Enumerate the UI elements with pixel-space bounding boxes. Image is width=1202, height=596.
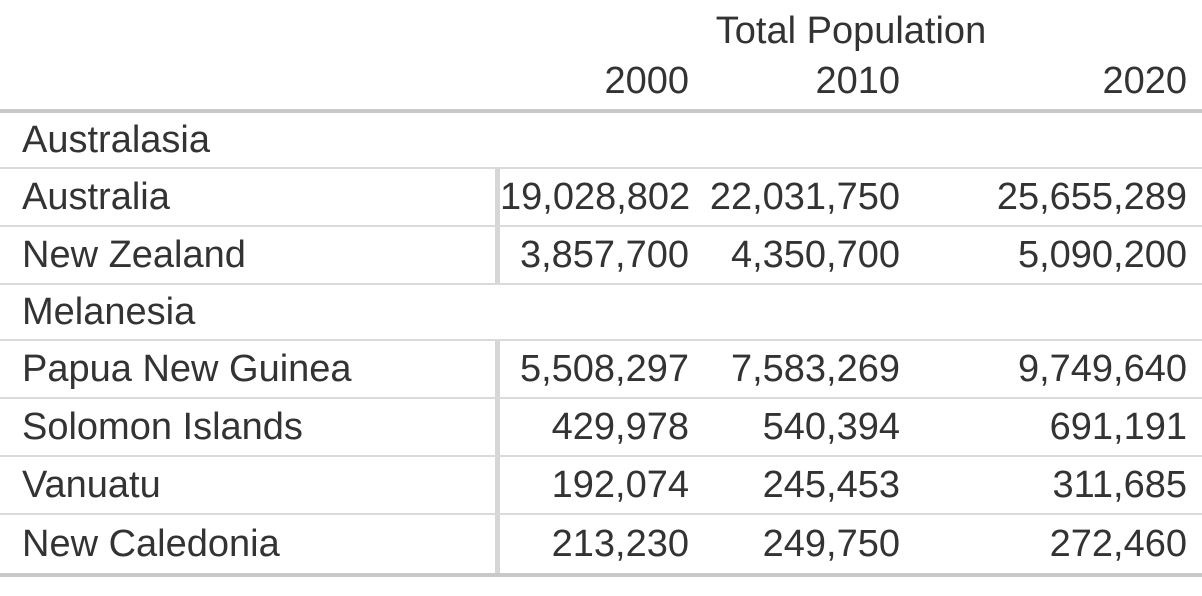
table-row-new-caledonia: New Caledonia 213,230 249,750 272,460 (0, 515, 1202, 573)
country-name-cell: Solomon Islands (0, 399, 500, 455)
table-row-papua-new-guinea: Papua New Guinea 5,508,297 7,583,269 9,7… (0, 341, 1202, 399)
population-value-2010: 540,394 (762, 405, 900, 448)
country-name-cell: Australia (0, 169, 500, 225)
country-name-cell: New Zealand (0, 227, 500, 283)
population-value-2000: 5,508,297 (519, 347, 689, 390)
population-value-2000: 19,028,802 (500, 175, 691, 218)
section-label: Australasia (22, 118, 210, 161)
population-value-2010: 7,583,269 (730, 347, 900, 390)
population-value-2010: 249,750 (762, 522, 900, 565)
population-value-2020: 25,655,289 (996, 175, 1187, 218)
section-row-australasia: Australasia (0, 113, 1202, 169)
population-value-2020: 272,460 (1049, 522, 1187, 565)
population-value-2010: 4,350,700 (730, 233, 900, 276)
section-label: Melanesia (22, 290, 196, 333)
population-value-2000: 429,978 (551, 405, 689, 448)
section-row-melanesia: Melanesia (0, 285, 1202, 341)
population-value-2000: 213,230 (551, 522, 689, 565)
country-name-cell: Vanuatu (0, 457, 500, 513)
table-row-solomon-islands: Solomon Islands 429,978 540,394 691,191 (0, 399, 1202, 457)
population-value-2010: 22,031,750 (709, 175, 900, 218)
population-value-2020: 311,685 (1052, 463, 1187, 506)
population-table: Total Population 2000 2010 2020 Australa… (0, 0, 1202, 577)
population-value-2010: 245,453 (762, 463, 900, 506)
population-value-2000: 3,857,700 (519, 233, 689, 276)
year-header-2000: 2000 (604, 60, 689, 102)
table-row-australia: Australia 19,028,802 22,031,750 25,655,2… (0, 169, 1202, 227)
table-header: Total Population 2000 2010 2020 (0, 0, 1202, 113)
year-header-2020: 2020 (1102, 60, 1187, 102)
year-header-2010: 2010 (815, 60, 900, 102)
country-name-cell: Papua New Guinea (0, 341, 500, 397)
population-value-2020: 5,090,200 (1017, 233, 1187, 276)
table-title-row: Total Population (0, 4, 1202, 58)
year-header-row: 2000 2010 2020 (0, 58, 1202, 109)
population-value-2000: 192,074 (551, 463, 689, 506)
table-row-new-zealand: New Zealand 3,857,700 4,350,700 5,090,20… (0, 227, 1202, 285)
country-name-cell: New Caledonia (0, 515, 500, 573)
population-value-2020: 9,749,640 (1017, 347, 1187, 390)
population-value-2020: 691,191 (1049, 405, 1187, 448)
table-row-vanuatu: Vanuatu 192,074 245,453 311,685 (0, 457, 1202, 515)
table-title: Total Population (715, 9, 987, 52)
